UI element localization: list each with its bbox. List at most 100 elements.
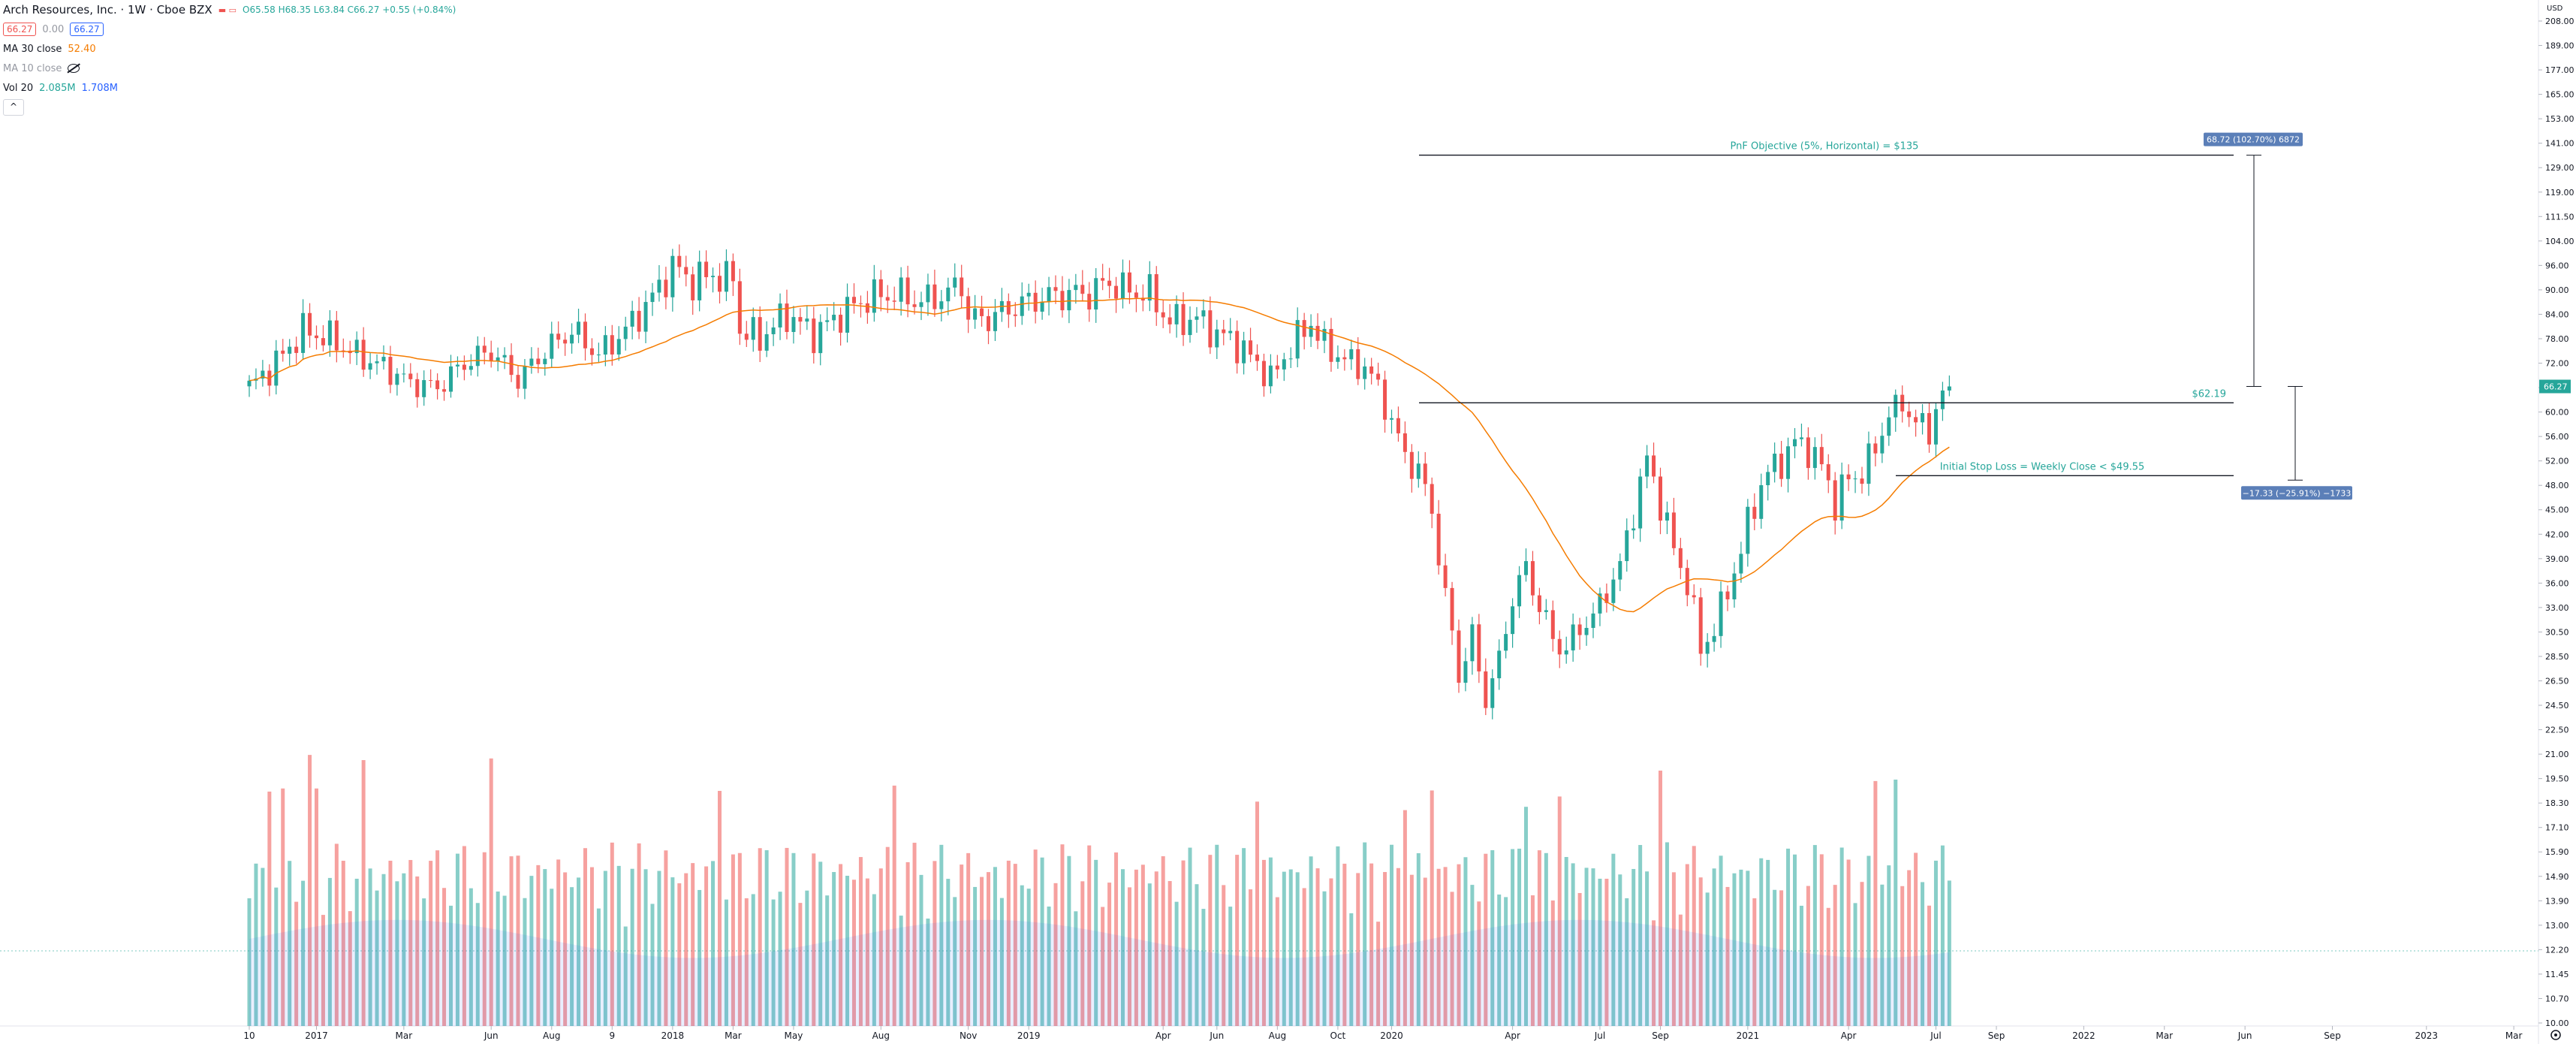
candle: [724, 249, 728, 301]
volume-bar: [704, 866, 709, 1026]
candle: [556, 321, 561, 349]
price-tick-label: 42.00: [2545, 530, 2569, 539]
time-tick-label: 9: [609, 1030, 615, 1041]
volume-bar: [1524, 807, 1528, 1026]
candle: [670, 249, 675, 312]
volume-bar: [1799, 905, 1803, 1026]
ma10-label[interactable]: MA 10 close: [3, 62, 62, 74]
volume-bar: [1288, 869, 1293, 1026]
time-axis[interactable]: 10 2017 Mar Jun Aug 9 2018 Mar May Aug Nov 2019 Apr J…: [243, 1026, 2523, 1041]
candle: [529, 347, 534, 374]
symbol-title[interactable]: Arch Resources, Inc. · 1W · Cboe BZX: [3, 3, 212, 17]
candle: [596, 342, 601, 363]
time-tick-label: Jun: [2237, 1030, 2252, 1041]
candle: [1080, 270, 1085, 302]
volume-bar: [999, 898, 1004, 1026]
volume-bar: [1544, 852, 1548, 1026]
vol-label[interactable]: Vol 20: [3, 82, 34, 94]
volume-bar: [987, 872, 990, 1026]
candle: [1866, 431, 1871, 496]
volume-bar: [724, 899, 728, 1026]
volume-bar: [1087, 845, 1092, 1026]
candle: [771, 317, 776, 346]
volume-bar: [1940, 845, 1945, 1026]
candle: [650, 282, 655, 316]
volume-bar: [274, 887, 279, 1026]
volume-bar: [737, 852, 742, 1026]
candle: [435, 373, 440, 400]
volume-bar: [1101, 907, 1105, 1026]
candle: [1363, 358, 1367, 390]
volume-bar: [1053, 883, 1058, 1026]
stop-range-measure[interactable]: −17.33 (−25.91%) −1733: [2241, 386, 2352, 500]
candle: [1383, 370, 1387, 433]
volume-bar: [1484, 853, 1488, 1026]
candle: [1161, 300, 1165, 328]
volume-bar: [1282, 871, 1286, 1026]
candle: [1732, 562, 1737, 608]
volume-bar: [556, 859, 561, 1026]
candle: [1047, 276, 1051, 316]
price-tick-label: 33.00: [2545, 603, 2569, 613]
candle: [1591, 602, 1595, 638]
candle: [1779, 441, 1784, 487]
price-range-measure[interactable]: 68.72 (102.70%) 6872: [2204, 132, 2303, 388]
volume-bar: [1591, 868, 1595, 1026]
volume-bar: [1302, 888, 1306, 1026]
volume-bar: [616, 865, 621, 1026]
volume-bar: [1557, 796, 1562, 1026]
candle: [482, 336, 487, 365]
candle: [1638, 468, 1643, 542]
volume-bar: [1167, 881, 1172, 1026]
volume-bar: [315, 788, 318, 1026]
candle: [301, 299, 306, 361]
candle: [912, 290, 917, 315]
volume-bar: [778, 892, 782, 1026]
settings-gear-icon[interactable]: [2550, 1030, 2561, 1040]
volume-bar: [825, 895, 830, 1026]
time-tick-label: Jun: [484, 1030, 499, 1041]
candle: [1665, 501, 1669, 535]
candle: [785, 289, 789, 339]
eye-hidden-icon[interactable]: [68, 64, 80, 73]
candle: [697, 250, 702, 312]
candle: [845, 283, 850, 343]
candle: [1416, 451, 1421, 488]
candle: [718, 263, 722, 304]
candle: [1490, 669, 1495, 720]
ma30-label[interactable]: MA 30 close: [3, 43, 62, 55]
candles: [247, 244, 1951, 720]
volume-bar: [603, 871, 607, 1026]
volume-bar: [1060, 844, 1065, 1026]
currency-label[interactable]: USD: [2547, 5, 2563, 13]
volume-bar: [1450, 892, 1454, 1026]
price-axis[interactable]: USD 208.00 189.00 177.00 165.00 153.00 141.00 1…: [2538, 5, 2574, 1028]
candle: [315, 325, 318, 350]
price-tick-label: 177.00: [2545, 65, 2574, 75]
time-tick-label: 2022: [2072, 1030, 2095, 1041]
price-tick-label: 189.00: [2545, 41, 2574, 51]
volume-bar: [1907, 870, 1912, 1026]
volume-bar: [1026, 889, 1031, 1026]
volume-bar: [791, 852, 796, 1026]
volume-bar: [1261, 859, 1266, 1026]
volume-bar: [1752, 898, 1757, 1026]
volume-bar: [543, 869, 547, 1026]
flag-icon[interactable]: ▬ ▭: [218, 5, 237, 15]
candle: [422, 370, 426, 406]
vol-ma-value: 1.708M: [81, 82, 118, 94]
bid-box[interactable]: 66.27: [3, 23, 37, 36]
volume-bar: [1309, 856, 1313, 1026]
candle: [1376, 362, 1381, 386]
volume-bar: [1188, 847, 1192, 1026]
candle: [637, 297, 641, 339]
volume-bar: [1511, 849, 1515, 1026]
volume-bar: [321, 915, 325, 1026]
price-tick-label: 52.00: [2545, 457, 2569, 466]
candle: [348, 340, 352, 364]
ask-box[interactable]: 66.27: [70, 23, 104, 36]
collapse-legend-button[interactable]: ^: [3, 99, 24, 116]
price-tick-label: 18.30: [2545, 798, 2569, 808]
candle: [1659, 467, 1662, 535]
